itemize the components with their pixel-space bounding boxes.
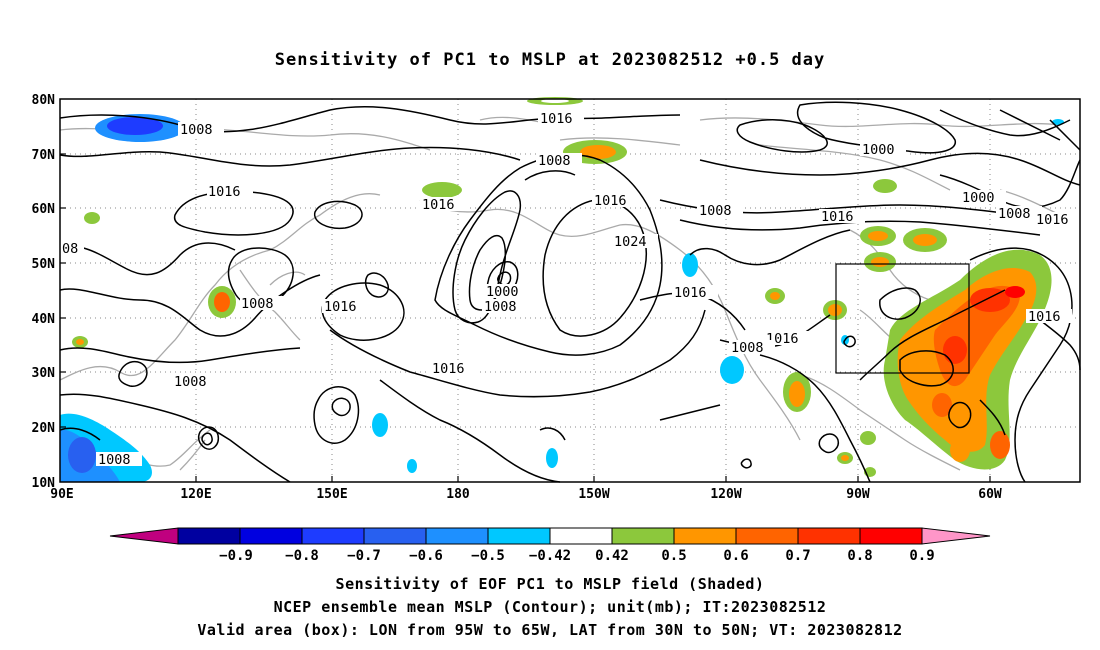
contour-label: 1024 [614,234,647,250]
map-frame [59,98,1081,483]
colorbar-swatch [177,527,241,545]
lat-label: 60N [32,202,56,217]
lon-label: 150W [578,487,609,502]
contour-label: 1008 [180,122,213,138]
colorbar-swatch [239,527,303,545]
lat-label: 70N [32,148,56,163]
lat-label: 40N [32,312,56,327]
colorbar-tick-label: −0.7 [347,548,381,564]
contour-label: 1016 [324,299,357,315]
map-panel: 1008 1016 1016 1008 1016 1008 1016 1024 … [32,93,1082,502]
colorbar-labels: −0.9 −0.8 −0.7 −0.6 −0.5 −0.42 0.42 0.5 0.6 0.7 0.… [219,548,935,564]
colorbar-tick-label: −0.5 [471,548,505,564]
colorbar-tick-label: 0.6 [723,548,748,564]
valid-area-box [835,263,970,374]
contour-label: 1008 [98,452,131,468]
contour-label: 1016 [674,285,707,301]
lon-labels: 90E 120E 150E 180 150W 120W 90W 60W [50,487,1002,502]
colorbar-tick-label: −0.9 [219,548,253,564]
colorbar-tick-label: 0.7 [785,548,810,564]
contour-label: 1000 [486,284,519,300]
contour-label: 1008 [241,296,274,312]
colorbar-swatch [859,527,923,545]
lon-label: 90E [50,487,73,502]
contour-label: 1016 [1028,309,1061,325]
lat-labels: 80N 70N 60N 50N 40N 30N 20N 10N [32,93,56,491]
lat-label: 80N [32,93,56,108]
contour-label: 1008 [174,374,207,390]
colorbar-min-triangle [109,527,179,545]
contour-label: 1016 [432,361,465,377]
colorbar-swatch [363,527,427,545]
colorbar-tick-label: −0.8 [285,548,319,564]
lon-label: 60W [978,487,1002,502]
colorbar-swatch [549,527,613,545]
colorbar-swatch [611,527,675,545]
lat-label: 50N [32,257,56,272]
colorbar-swatch [487,527,551,545]
colorbar-max-triangle [921,527,991,545]
lat-label: 20N [32,421,56,436]
colorbar-swatch [797,527,861,545]
contour-label: 1008 [998,206,1031,222]
contour-labels: 1008 1016 1016 1008 1016 1008 1016 1024 … [60,111,1082,468]
contour-label: 1000 [862,142,895,158]
coastlines [59,116,1061,471]
lat-label: 10N [32,476,56,491]
colorbar-tick-label: 0.5 [661,548,686,564]
contour-label: 1008 [699,203,732,219]
lon-label: 90W [846,487,870,502]
contour-label: 1016 [540,111,573,127]
contour-label: 1016 [821,209,854,225]
lon-label: 180 [446,487,470,502]
lon-label: 120W [710,487,741,502]
tick-marks [60,153,991,482]
contour-label: 1008 [484,299,517,315]
caption-line-3: Valid area (box): LON from 95W to 65W, L… [197,621,903,639]
contour-label: 1016 [422,197,455,213]
caption-line-2: NCEP ensemble mean MSLP (Contour); unit(… [273,598,827,616]
colorbar-tick-label: −0.42 [529,548,571,564]
lon-label: 120E [180,487,211,502]
colorbar [109,527,991,545]
chart-title: Sensitivity of PC1 to MSLP at 2023082512… [274,50,826,70]
contour-label: 08 [62,241,78,257]
lat-label: 30N [32,366,56,381]
contour-label: 1016 [1036,212,1069,228]
colorbar-swatch [735,527,799,545]
colorbar-tick-label: 0.9 [909,548,934,564]
colorbar-tick-label: −0.6 [409,548,443,564]
contour-label: 1008 [538,153,571,169]
lon-label: 150E [316,487,347,502]
contour-label: 1016 [594,193,627,209]
colorbar-tick-label: 0.8 [847,548,872,564]
colorbar-swatch [673,527,737,545]
colorbar-tick-label: 0.42 [595,548,629,564]
contour-label: 1000 [962,190,995,206]
colorbar-swatch [301,527,365,545]
contour-label: 1016 [208,184,241,200]
contour-label: 1008 [731,340,764,356]
colorbar-swatch [425,527,489,545]
caption-line-1: Sensitivity of EOF PC1 to MSLP field (Sh… [335,575,765,593]
